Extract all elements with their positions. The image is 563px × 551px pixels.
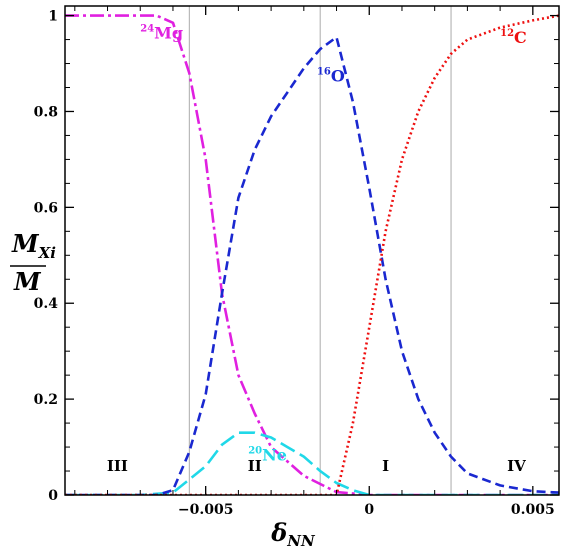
plot-clip-group xyxy=(65,6,559,495)
y-tick-label-3: 0.6 xyxy=(34,200,58,216)
series-label-o: 16O xyxy=(317,67,345,86)
series-label-c: 12C xyxy=(500,28,527,47)
series-label-element: Ne xyxy=(262,445,287,464)
x-axis-label-main: δ xyxy=(270,518,287,547)
series-line-ne xyxy=(65,431,559,495)
axis-ticks xyxy=(65,6,559,496)
axis-tick-labels: 0 0.2 0.4 0.6 0.8 1 −0.005 0 0.005 xyxy=(34,9,555,518)
y-tick-label-1: 0.2 xyxy=(34,392,58,408)
series-label-element: C xyxy=(514,28,527,47)
y-axis-label-denominator: M xyxy=(13,267,42,296)
plot-frame xyxy=(64,5,560,496)
y-axis-label-numerator-main: M xyxy=(11,229,40,258)
region-label-i: I xyxy=(382,457,389,475)
y-axis-label-numerator-sub: Xi xyxy=(38,244,57,262)
region-label-ii: II xyxy=(248,457,262,475)
series-label-mg: 24Mg xyxy=(140,23,183,42)
y-tick-label-2: 0.4 xyxy=(34,296,59,312)
x-axis-label-sub: NN xyxy=(286,532,316,550)
y-axis-label-numerator: MXi xyxy=(11,229,56,262)
x-tick-label-2: 0.005 xyxy=(511,502,555,518)
y-tick-label-4: 0.8 xyxy=(34,104,58,120)
series-line-mg xyxy=(65,14,559,495)
series-line-c xyxy=(65,14,559,495)
y-axis-label: MXi M xyxy=(10,229,56,296)
x-tick-label-0: −0.005 xyxy=(178,502,234,518)
series-label-mass-number: 20 xyxy=(248,445,262,456)
y-tick-label-0: 0 xyxy=(48,488,58,504)
region-divider-lines xyxy=(188,6,452,495)
region-label-iii: III xyxy=(107,457,128,475)
series-label-mass-number: 24 xyxy=(140,23,154,34)
series-label-element: O xyxy=(331,67,345,86)
series-lines xyxy=(65,14,559,495)
x-tick-label-1: 0 xyxy=(364,502,374,518)
series-labels: 24Mg 20Ne 16O 12C xyxy=(140,23,527,464)
series-label-mass-number: 12 xyxy=(500,28,514,39)
y-tick-label-5: 1 xyxy=(48,9,58,25)
region-label-iv: IV xyxy=(507,457,526,475)
series-line-o xyxy=(65,35,559,495)
x-axis-label: δNN xyxy=(270,518,316,550)
series-label-ne: 20Ne xyxy=(248,445,287,464)
region-labels: III II I IV xyxy=(107,457,526,475)
series-label-element: Mg xyxy=(154,23,183,42)
series-label-mass-number: 16 xyxy=(317,67,331,78)
